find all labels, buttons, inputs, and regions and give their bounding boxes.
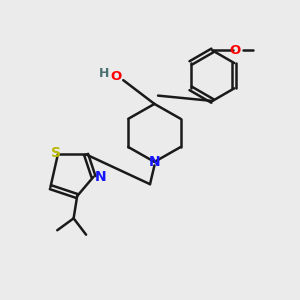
Text: H: H [99, 67, 110, 80]
Text: N: N [148, 155, 160, 169]
Text: O: O [229, 44, 240, 57]
Text: N: N [94, 170, 106, 184]
Text: O: O [111, 70, 122, 83]
Text: S: S [51, 146, 62, 160]
